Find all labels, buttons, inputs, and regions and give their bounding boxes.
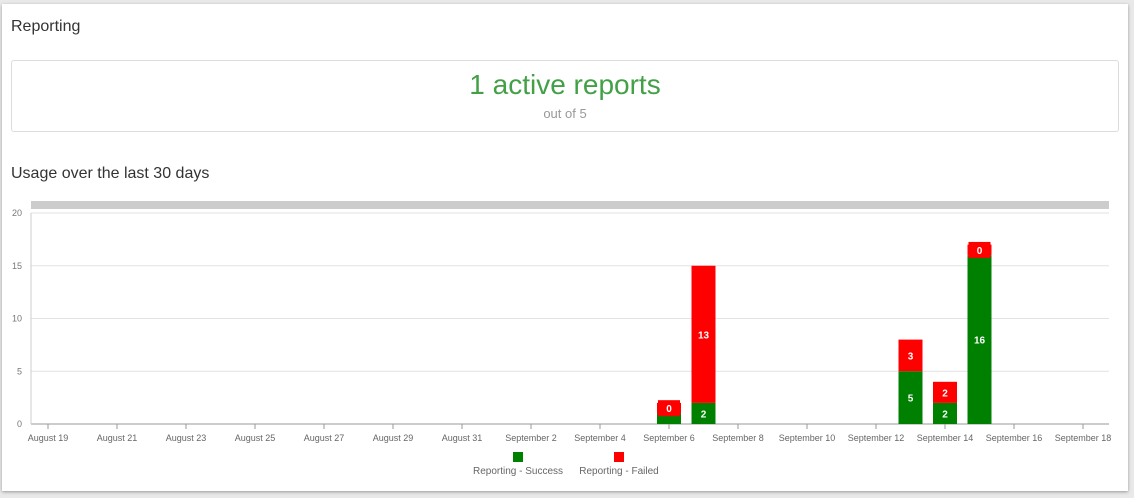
x-tick-label: August 29: [373, 433, 414, 443]
legend-swatch: [614, 452, 624, 462]
data-label-bg: [899, 389, 922, 406]
x-tick-label: August 23: [166, 433, 207, 443]
x-tick-label: August 21: [97, 433, 138, 443]
y-tick-label: 0: [17, 419, 22, 429]
page-title: Reporting: [11, 18, 81, 35]
data-label-bg: [692, 405, 715, 422]
data-label-bg: [692, 326, 715, 343]
x-tick-label: August 19: [28, 433, 69, 443]
x-tick-label: August 27: [304, 433, 345, 443]
x-tick-label: August 31: [442, 433, 483, 443]
y-tick-label: 15: [12, 261, 22, 271]
reporting-panel: Reporting 1 active reports out of 5 Usag…: [2, 4, 1128, 491]
data-label-success: 2: [942, 409, 948, 420]
y-tick-label: 10: [12, 314, 22, 324]
legend-label: Reporting - Success: [473, 466, 563, 477]
y-tick-label: 5: [17, 366, 22, 376]
data-label-failed: 2: [942, 388, 948, 399]
active-reports-card: 1 active reports out of 5: [11, 60, 1119, 132]
data-label-failed: 0: [977, 246, 983, 257]
data-label-failed: 0: [666, 404, 672, 415]
data-label-success: 2: [701, 409, 707, 420]
bar-success: [657, 413, 681, 424]
data-label-success: 5: [908, 394, 914, 405]
x-tick-label: September 10: [779, 433, 836, 443]
data-label-bg: [934, 384, 956, 401]
data-label-bg: [968, 241, 991, 258]
chart-range-bar: [31, 201, 1109, 209]
x-tick-label: September 14: [917, 433, 974, 443]
data-label-bg: [934, 405, 956, 422]
data-label-success: 16: [974, 336, 986, 347]
y-tick-label: 20: [12, 208, 22, 218]
active-reports-count: 1 active reports: [469, 69, 661, 100]
data-label-failed: 13: [698, 330, 710, 341]
active-reports-total: out of 5: [543, 106, 587, 121]
data-label-failed: 3: [908, 351, 914, 362]
data-label-bg: [658, 400, 680, 417]
legend-swatch: [513, 452, 523, 462]
x-tick-label: September 8: [712, 433, 764, 443]
x-tick-label: September 6: [643, 433, 695, 443]
x-tick-label: August 25: [235, 433, 276, 443]
x-tick-label: September 18: [1055, 433, 1112, 443]
usage-title: Usage over the last 30 days: [11, 165, 210, 182]
x-tick-label: September 2: [505, 433, 557, 443]
data-label-bg: [968, 331, 991, 348]
x-tick-label: September 4: [574, 433, 626, 443]
x-tick-label: September 12: [848, 433, 905, 443]
x-tick-label: September 16: [986, 433, 1043, 443]
data-label-bg: [899, 347, 922, 364]
legend-label: Reporting - Failed: [579, 466, 658, 477]
